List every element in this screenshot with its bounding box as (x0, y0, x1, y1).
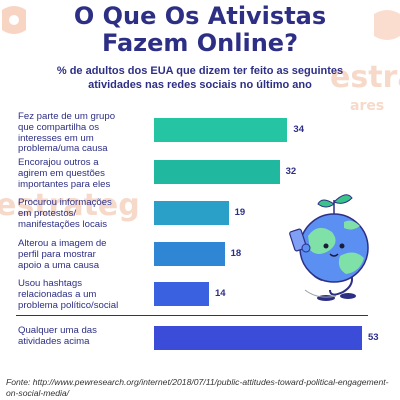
category-label-line: problema político/social (18, 299, 119, 311)
subtitle-line-1: % de adultos dos EUA que dizem ter feito… (56, 65, 344, 77)
source-note: Fonte: http://www.pewresearch.org/intern… (6, 377, 396, 398)
category-label-line: manifestações locais (18, 218, 108, 230)
category-label-line: Fez parte de um grupo (18, 111, 116, 122)
category-label-line: perfil para mostrar (18, 248, 96, 260)
category-label-line: que compartilha os (18, 121, 100, 133)
category-label-line: relacionadas a um (18, 288, 97, 300)
category-label-4: Alterou a imagem de perfil para mostrar ap… (18, 238, 148, 271)
bar-value-label-1: 34 (293, 124, 304, 135)
category-label-line: Encorajou outros a (18, 157, 99, 168)
category-label-line: Qualquer uma das (18, 325, 97, 336)
divider-line (16, 315, 368, 316)
source-prefix: Fonte: (6, 377, 31, 387)
logo-watermark-right-icon (374, 10, 400, 40)
watermark-right: estra (330, 60, 400, 95)
subtitle-line-2: atividades nas redes sociais no último a… (88, 79, 312, 91)
category-label-line: importantes para eles (18, 178, 111, 190)
category-label-3: Procurou informações em protestos/manifes… (18, 197, 148, 230)
category-label-line: apoio a uma causa (18, 259, 100, 271)
title-line-2: Fazem Online? (101, 29, 299, 57)
bar-3 (154, 201, 229, 225)
category-label-5: Usou hashtags relacionadas a um problema p… (18, 278, 148, 311)
category-label-1: Fez parte de um grupo que compartilha os i… (18, 111, 148, 155)
category-label-line: Usou hashtags (18, 278, 82, 289)
bar-value-label-3: 19 (234, 207, 246, 218)
bar-value-label-2: 32 (285, 166, 297, 177)
page-title: O Que Os Ativistas Fazem Online? (0, 3, 400, 57)
bar-value-label-5: 14 (214, 288, 226, 299)
bar-value-label-4: 18 (230, 248, 242, 259)
globe-mascot-icon (289, 194, 369, 301)
category-label-line: Alterou a imagem de (18, 238, 107, 249)
bar-1 (154, 118, 288, 142)
category-label-line: atividades acima (18, 335, 90, 347)
bar-value-label-6: 53 (368, 332, 379, 343)
source-link[interactable]: http://www.pewresearch.org/internet/2018… (6, 377, 389, 398)
category-label-line: interesses em um (18, 132, 94, 144)
bar-4 (154, 242, 225, 266)
category-label-line: Procurou informações (18, 197, 112, 208)
logo-watermark-left-icon (2, 6, 26, 34)
bar-2 (154, 160, 280, 184)
category-label-line: em protestos/ (18, 207, 77, 219)
bar-5 (154, 282, 209, 306)
watermark-left: estrateg (0, 188, 140, 223)
chart-subtitle: % de adultos dos EUA que dizem ter feito… (8, 64, 392, 92)
category-label-line: problema/uma causa (18, 143, 108, 155)
category-label-6: Qualquer uma das atividades acima (18, 325, 148, 348)
bar-6 (154, 326, 362, 350)
title-line-1: O Que Os Ativistas (73, 2, 327, 30)
category-label-line: agirem em questões (18, 167, 105, 179)
watermark-right-sub: ares (350, 98, 385, 114)
category-label-2: Encorajou outros a agirem em questões impo… (18, 157, 148, 190)
